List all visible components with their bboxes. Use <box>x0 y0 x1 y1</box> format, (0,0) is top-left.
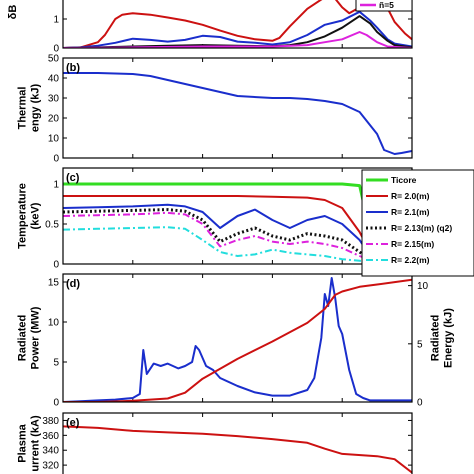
y-axis-label-line: (keV) <box>30 202 42 229</box>
y-tick-label: 380 <box>42 416 59 427</box>
y-axis-label: Plasma urrent (kA) <box>17 415 42 472</box>
series-group <box>63 72 412 155</box>
y-tick-label: 340 <box>42 446 59 457</box>
y-tick-label: 30 <box>48 94 60 105</box>
y-tick-label: 360 <box>42 431 59 442</box>
y-tick-label: 0.5 <box>45 220 59 231</box>
series-line <box>63 15 412 48</box>
y-axis-label-line: engy (kJ) <box>30 84 42 133</box>
panel-label: (e) <box>66 417 80 429</box>
series-line <box>63 31 412 48</box>
legend-entry: Ticore <box>391 175 417 185</box>
y-tick-label: 1 <box>53 180 59 191</box>
series-line <box>63 10 412 48</box>
plot-frame <box>62 412 413 474</box>
panel-label: (d) <box>66 278 80 290</box>
series-line <box>63 208 412 264</box>
y-tick-label: 5 <box>53 358 59 369</box>
series-group <box>63 0 412 48</box>
legend-box <box>361 169 474 277</box>
y-axis-label: Thermal engy (kJ) <box>17 84 42 133</box>
series-line <box>63 72 412 155</box>
series-group <box>63 425 412 474</box>
y2-tick-label: 10 <box>417 281 429 292</box>
series-line <box>63 278 412 402</box>
y-tick-label: 10 <box>48 134 60 145</box>
y-axis-label-line: Power (MW) <box>30 306 42 369</box>
legend-entry: R= 2.0(m) <box>391 191 430 201</box>
y-axis-label: Temperature (keV) <box>17 183 42 249</box>
y-tick-label: 50 <box>48 54 60 65</box>
y2-axis-label: Radiated Energy (kJ) <box>430 308 455 368</box>
y-axis-label-line: Plasma <box>17 423 29 462</box>
y-axis-label: Radiated Power (MW) <box>17 306 42 369</box>
y-axis-label-line: urrent (kA) <box>30 415 42 472</box>
legend-entry: R= 2.1(m) <box>391 207 430 217</box>
series-line <box>63 425 412 474</box>
y-tick-label: 20 <box>48 114 60 125</box>
y-axis-label: δB <box>7 5 19 20</box>
plot-frame <box>62 0 413 49</box>
y2-axis-label-line: Radiated <box>430 315 442 361</box>
plot-frame <box>62 57 413 159</box>
legend-entry: R= 2.13(m) (q2) <box>391 223 452 233</box>
y2-tick-label: 0 <box>417 398 423 409</box>
y-tick-label: 0 <box>53 398 59 409</box>
legend-entry: ñ=5 <box>379 0 394 10</box>
series-group <box>63 277 412 402</box>
y-axis-label-line: Temperature <box>17 183 29 249</box>
y-tick-label: 10 <box>48 318 60 329</box>
y-tick-label: 1 <box>53 15 59 26</box>
y2-axis-label-line: Energy (kJ) <box>443 308 455 368</box>
legend-entry: R= 2.15(m) <box>391 239 434 249</box>
y-tick-label: 0 <box>53 44 59 55</box>
legend-box <box>355 0 413 12</box>
y-tick-label: 320 <box>42 461 59 472</box>
panel-label: (b) <box>66 62 80 74</box>
y-axis-label-line: Thermal <box>17 87 29 130</box>
series-line <box>63 0 412 48</box>
y-tick-label: 40 <box>48 74 60 85</box>
y-tick-label: 0 <box>53 154 59 165</box>
y2-tick-label: 5 <box>417 339 423 350</box>
legend-c: Ticore R= 2.0(m) R= 2.1(m) R= 2.13(m) (q2) R… <box>361 169 474 277</box>
y-axis-label-line: Radiated <box>17 315 29 361</box>
legend-a: ñ=5 <box>355 0 413 12</box>
y-tick-label: 15 <box>48 278 60 289</box>
panel-label: (c) <box>66 172 80 184</box>
y-tick-label: 0 <box>53 260 59 271</box>
series-line <box>63 277 412 402</box>
plot-frame <box>62 273 413 403</box>
legend-entry: R= 2.2(m) <box>391 255 430 265</box>
